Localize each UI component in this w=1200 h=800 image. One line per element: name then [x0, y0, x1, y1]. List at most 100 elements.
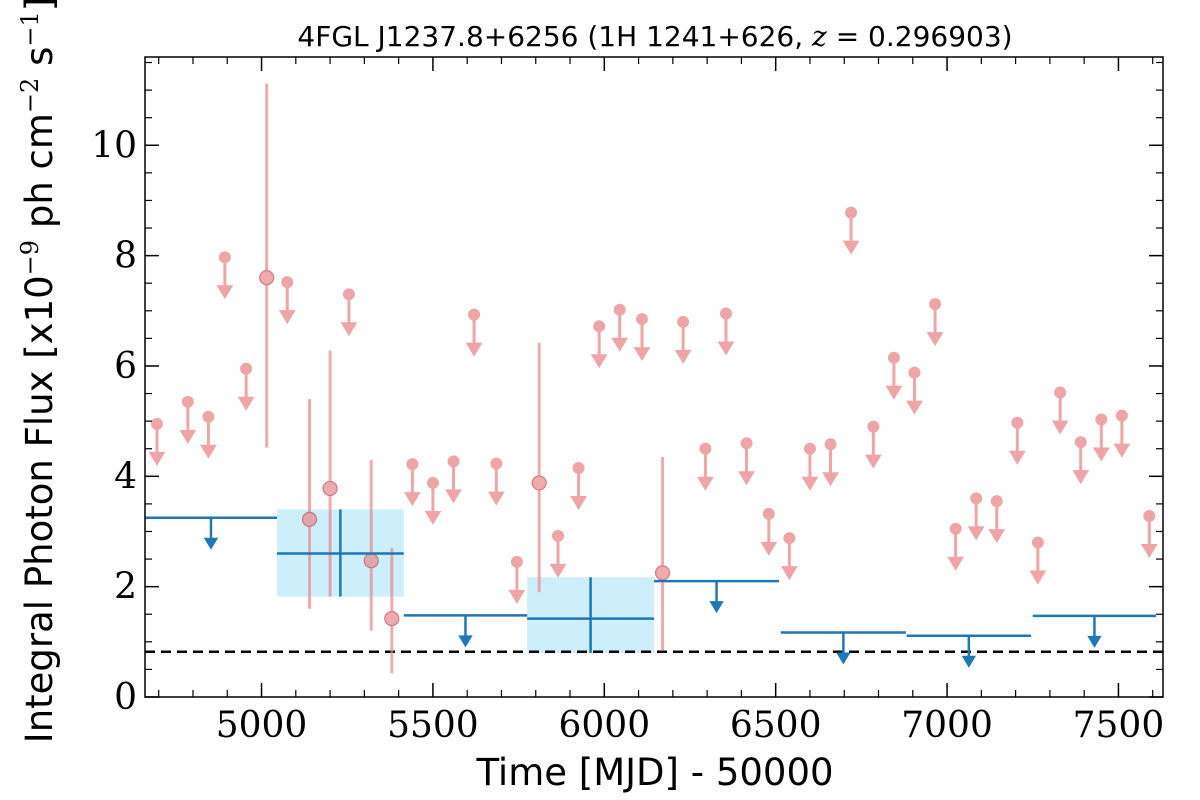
fine-upper-limit-29 [906, 366, 923, 415]
fine-upper-limit-arrow-39-head [1113, 443, 1131, 458]
fine-upper-limit-6 [340, 288, 358, 337]
y-axis-title-exp3: −1 [16, 11, 44, 46]
fine-upper-limit-arrow-27-head [864, 454, 882, 469]
coarse-upper-limit-arrow-3-head [836, 652, 851, 665]
fine-upper-limit-arrow-15 [590, 326, 608, 369]
fine-upper-limit-arrow-1-head [179, 429, 197, 444]
y-tick-label-5: 10 [91, 125, 137, 166]
fine-upper-limit-32 [967, 492, 985, 541]
axes: 5000 5500 6000 6500 7000 7500 0 2 4 6 8 10 [91, 56, 1164, 746]
fine-upper-limit-arrow-24 [801, 448, 819, 491]
fine-upper-limit-arrow-21-head [738, 471, 755, 486]
chart-title: 4FGL J1237.8+6256 (1H 1241+626, z = 0.29… [297, 20, 1012, 53]
fine-upper-limit-arrow-30-head [926, 332, 944, 347]
fine-upper-limit-arrow-5 [278, 282, 296, 325]
coarse-bin-points [145, 509, 1157, 668]
fine-upper-limit-arrow-12 [508, 561, 526, 604]
fine-upper-limit-arrow-13 [549, 535, 567, 578]
fine-upper-limit-37 [1072, 436, 1090, 485]
fine-upper-limit-arrow-25-head [822, 472, 839, 487]
fine-upper-limit-arrow-32 [967, 498, 985, 541]
fine-upper-limit-arrow-13-head [549, 563, 567, 578]
fine-upper-limit-arrow-10 [465, 314, 483, 357]
fine-upper-limit-arrow-3 [216, 257, 234, 300]
fine-upper-limit-arrow-33 [988, 501, 1006, 544]
coarse-upper-limit-arrow-4 [961, 635, 977, 668]
fine-upper-limit-7 [403, 458, 421, 507]
fine-upper-limit-10 [465, 308, 483, 357]
fine-upper-limit-arrow-31-head [947, 556, 965, 571]
fine-upper-limit-arrow-35-head [1029, 570, 1047, 585]
fine-upper-limit-23 [780, 532, 798, 581]
coarse-upper-limit-0 [145, 516, 277, 550]
fine-upper-limit-arrow-30 [926, 304, 944, 347]
fine-upper-limit-1 [179, 395, 197, 444]
x-tick-label-1: 5500 [387, 705, 479, 746]
fine-upper-limit-arrow-5-head [278, 310, 296, 325]
fine-upper-limit-arrow-29 [906, 372, 923, 415]
fine-upper-limit-17 [633, 313, 651, 362]
fine-upper-limit-arrow-18 [674, 321, 692, 364]
fine-upper-limit-19 [697, 442, 714, 491]
x-tick-label-3: 6500 [730, 705, 822, 746]
fine-bin-points [148, 83, 1158, 674]
fine-upper-limit-arrow-36-head [1051, 420, 1069, 435]
fine-upper-limit-arrow-12-head [508, 589, 526, 604]
coarse-detection-1 [527, 577, 654, 653]
fine-detection-marker-5 [531, 475, 547, 491]
fine-upper-limit-arrow-32-head [967, 526, 985, 541]
plot-frame [144, 56, 1164, 698]
fine-upper-limit-arrow-15-head [590, 354, 608, 369]
fine-upper-limit-arrow-7-head [403, 492, 421, 507]
y-tick-label-1: 2 [114, 567, 137, 608]
fine-detection-marker-3 [363, 553, 379, 569]
y-axis-title-exp1: −9 [16, 240, 44, 275]
fine-upper-limit-16 [611, 303, 629, 352]
fine-upper-limit-arrow-7 [403, 464, 421, 507]
coarse-upper-limit-arrow-5-head [1087, 635, 1102, 648]
fine-upper-limit-arrow-34-head [1008, 450, 1026, 465]
fine-upper-limit-arrow-40-head [1140, 544, 1158, 559]
fine-upper-limit-30 [926, 298, 944, 347]
fine-upper-limit-arrow-9-head [445, 489, 462, 504]
fine-upper-limit-20 [717, 307, 735, 356]
fine-upper-limit-arrow-36 [1051, 392, 1069, 435]
fine-upper-limit-26 [842, 206, 860, 255]
coarse-upper-limit-arrow-1 [458, 615, 473, 648]
coarse-upper-limit-arrow-3 [836, 632, 851, 665]
fine-upper-limit-27 [864, 420, 882, 469]
fine-upper-limit-arrow-38-head [1092, 447, 1110, 462]
fine-upper-limit-arrow-23-head [780, 566, 798, 581]
y-axis-title: Integral Photon Flux [x10−9 ph cm−2 s−1] [16, 0, 61, 743]
coarse-upper-limit-3 [780, 631, 906, 665]
fine-upper-limit-3 [216, 251, 234, 300]
fine-upper-limit-arrow-23 [780, 538, 798, 581]
fine-upper-limit-arrow-6 [340, 294, 358, 337]
chart-title-prefix: 4FGL J1237.8+6256 (1H 1241+626, [297, 20, 812, 53]
coarse-upper-limit-1 [403, 614, 528, 648]
fine-upper-limit-arrow-26-head [842, 240, 860, 255]
fine-upper-limit-arrow-21 [738, 443, 755, 486]
fine-upper-limit-15 [590, 320, 608, 369]
fine-upper-limit-arrow-8-head [424, 510, 442, 525]
fine-upper-limit-arrow-18-head [674, 349, 692, 364]
fine-upper-limit-arrow-33-head [988, 529, 1006, 544]
fine-detection-2 [322, 350, 338, 597]
fine-upper-limit-arrow-34 [1008, 422, 1026, 465]
fine-upper-limit-22 [760, 507, 778, 556]
y-axis-title-prefix: Integral Photon Flux [x10 [18, 275, 61, 743]
fine-upper-limit-arrow-14-head [570, 496, 587, 511]
coarse-upper-limit-arrow-2 [709, 581, 724, 614]
fine-upper-limit-38 [1092, 413, 1110, 462]
coarse-upper-limit-arrow-5 [1087, 615, 1102, 648]
coarse-upper-limit-arrow-1-head [458, 635, 473, 648]
fine-upper-limit-arrow-20 [717, 313, 735, 356]
fine-upper-limit-arrow-3-head [216, 285, 234, 300]
fine-upper-limit-35 [1029, 536, 1047, 585]
fine-upper-limit-arrow-26 [842, 212, 860, 255]
fine-upper-limit-arrow-2 [200, 416, 217, 459]
fine-upper-limit-39 [1113, 409, 1131, 458]
fine-upper-limit-arrow-17 [633, 319, 651, 362]
fine-upper-limit-25 [822, 438, 839, 487]
